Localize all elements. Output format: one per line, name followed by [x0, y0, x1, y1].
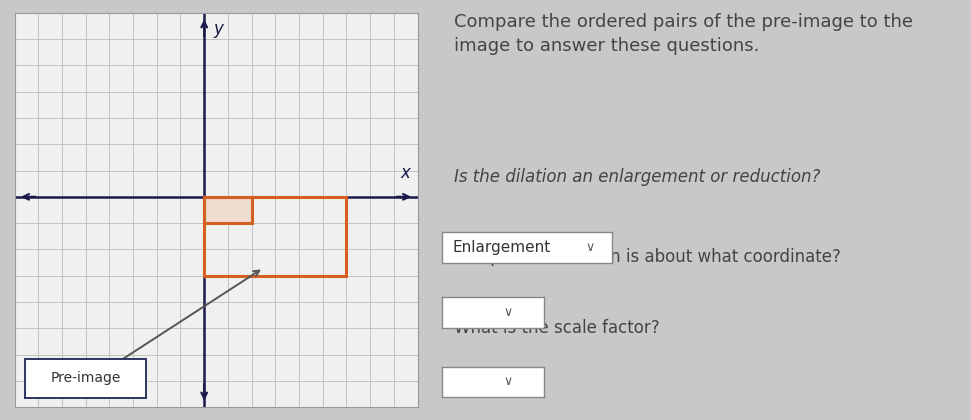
Text: The point of dilation is about what coordinate?: The point of dilation is about what coor… [454, 248, 841, 266]
Text: Enlargement: Enlargement [452, 240, 551, 255]
Text: x: x [401, 164, 411, 182]
Text: y: y [214, 21, 223, 39]
Bar [204, 197, 347, 276]
Text: Is the dilation an enlargement or reduction?: Is the dilation an enlargement or reduct… [454, 168, 820, 186]
FancyBboxPatch shape [25, 359, 146, 398]
Bar [204, 197, 251, 223]
Text: ∨: ∨ [504, 306, 513, 319]
Text: What is the scale factor?: What is the scale factor? [454, 319, 660, 337]
Text: ∨: ∨ [504, 375, 513, 388]
Text: ∨: ∨ [586, 241, 594, 254]
Text: Compare the ordered pairs of the pre-image to the
image to answer these question: Compare the ordered pairs of the pre-ima… [454, 13, 914, 55]
Text: Pre-image: Pre-image [50, 371, 120, 386]
